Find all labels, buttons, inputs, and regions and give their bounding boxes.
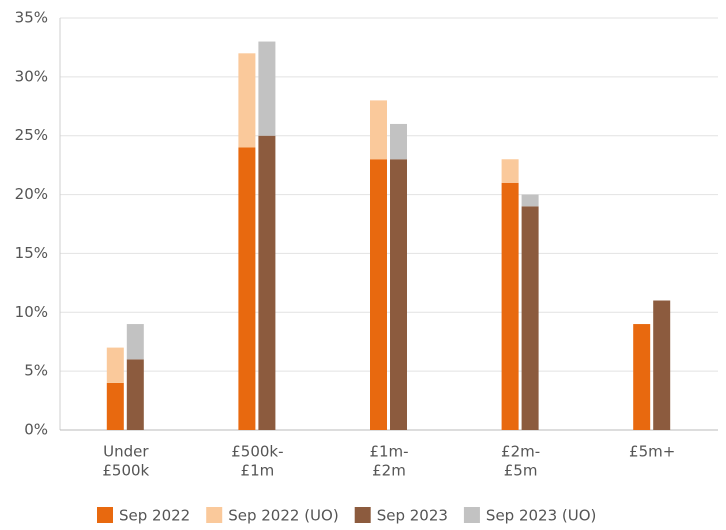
bar — [370, 100, 387, 160]
legend-swatch — [354, 507, 371, 523]
bar — [390, 123, 407, 160]
y-tick-label: 0% — [24, 421, 48, 439]
bar — [106, 382, 124, 430]
bar — [521, 206, 539, 430]
legend-swatch — [97, 507, 113, 523]
bar — [633, 324, 651, 430]
x-tick-label: £500k- — [231, 443, 283, 461]
y-tick-label: 15% — [15, 244, 48, 262]
legend-label: Sep 2022 (UO) — [228, 507, 338, 525]
y-tick-label: 25% — [15, 126, 48, 144]
x-tick-label: £500k — [102, 462, 149, 480]
bar — [258, 41, 276, 136]
bar — [653, 300, 671, 430]
legend-label: Sep 2023 — [377, 507, 448, 525]
x-tick-label: £5m — [504, 462, 538, 480]
y-tick-label: 30% — [15, 67, 48, 85]
y-tick-label: 20% — [15, 185, 48, 203]
bar — [370, 159, 387, 430]
bar — [238, 53, 256, 148]
bar — [126, 359, 144, 430]
x-tick-label: £1m- — [369, 443, 408, 461]
y-tick-label: 35% — [15, 9, 48, 27]
legend-swatch — [463, 507, 480, 523]
y-tick-label: 5% — [24, 362, 48, 380]
bar — [238, 147, 256, 430]
x-tick-label: £2m — [372, 462, 406, 480]
bar — [126, 324, 144, 360]
bar — [106, 347, 124, 383]
legend-label: Sep 2022 — [119, 507, 190, 525]
legend-label: Sep 2023 (UO) — [486, 507, 596, 525]
bar — [501, 182, 519, 430]
bar — [501, 159, 519, 183]
x-tick-label: Under — [103, 443, 149, 461]
x-tick-label: £5m+ — [629, 443, 675, 461]
x-tick-label: £2m- — [501, 443, 540, 461]
bar — [390, 159, 407, 430]
y-tick-label: 10% — [15, 303, 48, 321]
bar — [521, 194, 539, 207]
bar — [258, 135, 276, 430]
legend-swatch — [206, 507, 223, 523]
x-tick-label: £1m — [241, 462, 275, 480]
